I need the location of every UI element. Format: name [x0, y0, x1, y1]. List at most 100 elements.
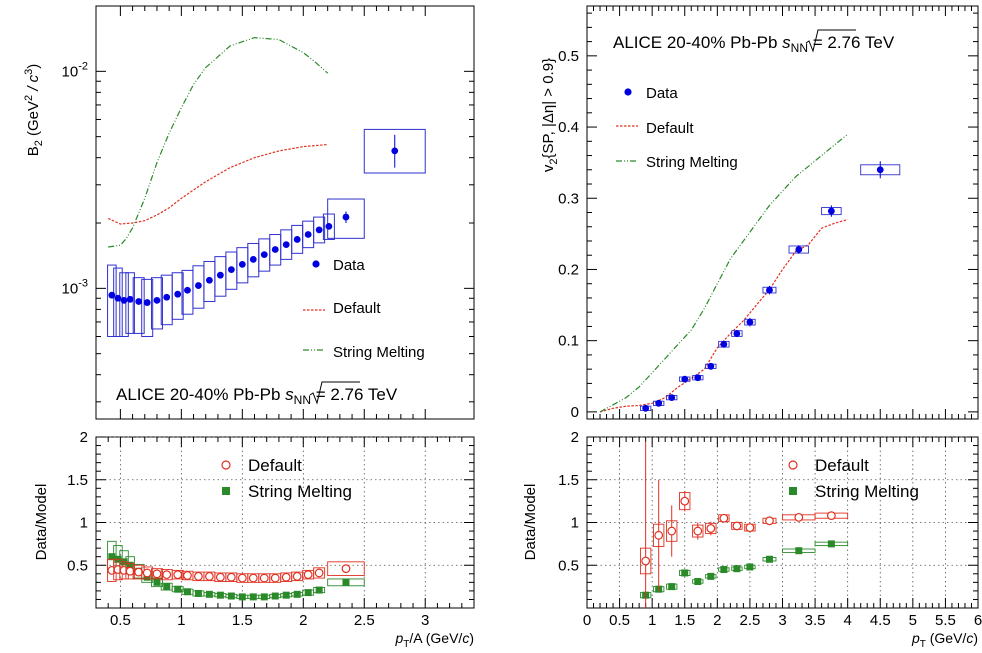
legend-default-marker	[221, 460, 231, 470]
b2-data-point	[126, 295, 134, 303]
v2-ratio-x-tick-label: 6	[974, 612, 982, 629]
b2-data-point	[227, 266, 235, 274]
v2-ratio-x-axis-title: pT (GeV/c)	[911, 630, 978, 650]
v2-ratio-sm-point	[765, 555, 773, 563]
b2-y-tick-label: 10-2	[62, 60, 88, 80]
v2-ratio-sm-point	[681, 569, 689, 577]
v2-data-point	[668, 394, 676, 402]
b2-ratio-sm-point	[227, 592, 235, 600]
b2-ratio-x-tick-label: 2	[299, 612, 307, 629]
b2-ratio-sm-point	[205, 590, 213, 598]
b2-ratio-default-sysbox	[327, 561, 365, 576]
v2-ratio-default-point	[719, 513, 729, 523]
b2-data-point	[184, 286, 191, 294]
legend-default-marker	[788, 460, 798, 470]
v2-ratio-y-tick-label: 2	[571, 429, 579, 446]
v2-ratio-x-tick-label: 1	[648, 612, 656, 629]
b2-ratio-default-point	[152, 569, 162, 579]
v2-ratio-x-tick-label: 2	[713, 612, 721, 629]
v2-y-tick-label: 0.1	[558, 333, 579, 350]
b2-ratio-default-point	[194, 571, 203, 581]
b2-ratio-y-tick-label: 1	[80, 515, 88, 532]
v2-data-point	[642, 404, 650, 412]
b2-data-point	[120, 296, 128, 304]
b2-ratio-x-tick-label: 2.5	[354, 612, 375, 629]
b2-ratio-y-tick-label: 0.5	[67, 557, 88, 574]
v2-ratio-sm-point	[720, 566, 728, 574]
v2-ratio-default-point	[693, 526, 703, 536]
b2-ratio-y-tick-label: 1.5	[67, 472, 88, 489]
ratio-legend-sm-label: String Melting	[248, 482, 352, 501]
v2-sm-curve	[599, 133, 849, 413]
v2-ratio-x-tick-label: 5	[909, 612, 917, 629]
b2-data-point	[293, 236, 301, 243]
v2-data-point	[720, 340, 728, 348]
b2-data-sysbox	[171, 272, 184, 320]
v2-data-point	[707, 362, 715, 370]
b2-ratio-default-point	[204, 571, 214, 581]
v2-ratio-default-point	[706, 524, 716, 533]
v2-ratio-sm-point	[746, 563, 754, 571]
legend-sm-marker	[789, 487, 797, 495]
v2-ratio-default-point	[641, 556, 651, 566]
v2-data-point	[681, 375, 689, 383]
v2-ratio-sm-point	[795, 547, 803, 555]
v2-ratio-default-point	[654, 530, 664, 540]
legend-sm-marker	[222, 487, 230, 495]
sqrt-symbol	[309, 381, 360, 405]
b2-sm-curve	[108, 36, 329, 248]
b2-ratio-default-point	[341, 564, 351, 574]
b2-ratio-default-point	[134, 567, 144, 577]
b2-panel: B2 (GeV2 / c3) 10-3 10-2 Data Default Str…	[23, 5, 475, 420]
b2-ratio-default-point	[125, 566, 135, 576]
v2-ratio-x-tick-label: 5.5	[935, 612, 956, 629]
v2-ratio-x-tick-label: 1.5	[674, 612, 695, 629]
v2-ratio-x-tick-label: 0.5	[609, 612, 630, 629]
b2-ratio-x-tick-label: 1	[177, 612, 185, 629]
b2-data-point	[195, 282, 202, 289]
b2-ratio-sm-point	[174, 585, 182, 593]
v2-data-point	[733, 330, 741, 337]
b2-data-point	[153, 296, 161, 304]
v2-ratio-x-tick-label: 0	[583, 612, 591, 629]
b2-ratio-sm-point	[260, 593, 268, 601]
b2-data-point	[163, 293, 171, 301]
b2-ratio-default-point	[314, 568, 324, 578]
b2-ratio-sm-point	[249, 593, 257, 601]
b2-data-point	[143, 299, 151, 306]
b2-ratio-sm-point	[342, 578, 350, 586]
v2-ratio-y-tick-label: 0.5	[558, 557, 579, 574]
v2-legend-data-label: Data	[646, 85, 678, 102]
b2-data-point	[174, 290, 182, 298]
v2-ratio-x-tick-label: 2.5	[739, 612, 760, 629]
b2-ratio-sm-point	[304, 589, 312, 597]
b2-data-point	[108, 291, 116, 299]
b2-data-sysbox	[322, 213, 335, 240]
v2-ratio-default-point	[745, 523, 755, 533]
v2-annotation: ALICE 20-40% Pb-Pb sNN = 2.76 TeV	[613, 33, 895, 55]
v2-ratio-sm-point	[707, 572, 715, 580]
v2-y-tick-label: 0.3	[558, 190, 579, 207]
b2-data-point	[238, 260, 246, 268]
b2-ratio-sm-point	[271, 592, 279, 600]
b2-ratio-default-point	[162, 570, 172, 580]
v2-y-tick-label: 0	[571, 404, 579, 421]
v2-data-point	[766, 286, 773, 294]
v2-ratio-default-point	[794, 512, 804, 522]
sqrt-symbol	[805, 29, 856, 53]
b2-ratio-sm-point	[108, 553, 116, 561]
b2-ratio-default-point	[281, 572, 291, 582]
b2-data-point	[249, 255, 257, 263]
b2-ratio-sm-point	[126, 561, 134, 569]
b2-data-point	[325, 222, 333, 230]
b2-ratio-default-point	[237, 573, 247, 583]
v2-data-point	[694, 374, 702, 382]
b2-data-sysbox	[150, 277, 163, 330]
b2-data-point	[216, 271, 224, 279]
b2-default-curve	[107, 143, 328, 225]
b2-data-point	[315, 226, 323, 234]
b2-ratio-default-point	[248, 573, 258, 583]
v2-ratio-legend: Default String Melting	[788, 456, 919, 501]
v2-ratio-x-tick-label: 4	[843, 612, 851, 629]
v2-ratio-default-point	[680, 496, 690, 506]
